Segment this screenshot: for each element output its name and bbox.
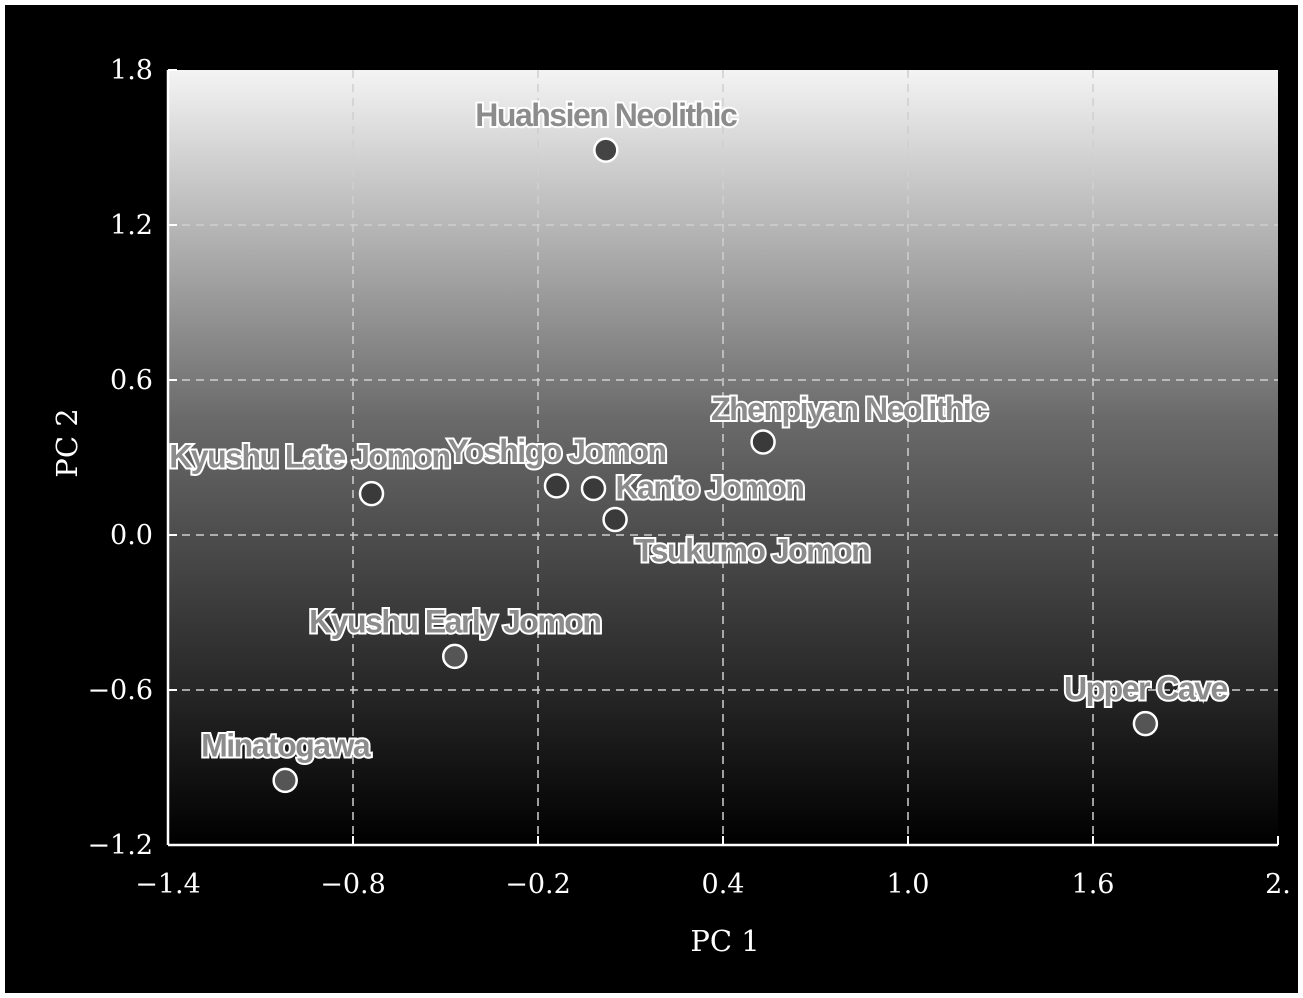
y-axis-title: PC 2: [50, 408, 84, 477]
x-tick-label: 1.6: [1072, 869, 1115, 900]
chart-frame: −1.4 −0.8 −0.2 0.4 1.0 1.6 2. −1.2 −0.6 0.0 0.6 1.2…: [5, 5, 1298, 993]
x-axis-title: PC 1: [690, 924, 759, 958]
data-point: [272, 767, 298, 794]
data-point: [543, 473, 570, 499]
x-tick-label: −0.2: [505, 869, 571, 900]
scatter-chart: −1.4 −0.8 −0.2 0.4 1.0 1.6 2. −1.2 −0.6 0.0 0.6 1.2…: [50, 55, 1291, 958]
x-tick-label: −1.4: [135, 869, 201, 900]
point-label: Kyushu Late Jomon: [169, 439, 449, 475]
data-points: [272, 137, 1159, 794]
x-tick-label: 0.4: [702, 869, 745, 900]
grid: [168, 70, 1278, 845]
y-tick-label: 1.8: [110, 55, 153, 86]
y-tick-label: 0.6: [110, 365, 153, 396]
point-label: Upper Cave: [1064, 671, 1228, 707]
x-tick-label: 1.0: [887, 869, 930, 900]
point-label: Zhenpiyan Neolithic: [711, 391, 987, 427]
point-label: Tsukumo Jomon: [635, 533, 869, 569]
x-tick-label: −0.8: [320, 869, 386, 900]
data-point: [442, 643, 468, 670]
axes: −1.4 −0.8 −0.2 0.4 1.0 1.6 2. −1.2 −0.6 0.0 0.6 1.2…: [87, 55, 1290, 900]
x-tick-label: 2.: [1265, 869, 1291, 900]
y-tick-label: −1.2: [87, 830, 153, 861]
y-tick-label: −0.6: [87, 675, 153, 706]
data-point: [580, 475, 607, 502]
data-point: [602, 506, 628, 533]
y-tick-label: 0.0: [110, 520, 153, 551]
data-point: [358, 480, 385, 507]
point-label: Kyushu Early Jomon: [309, 603, 600, 639]
data-point: [593, 137, 619, 163]
point-label: Minatogawa: [201, 727, 371, 763]
point-labels: Huahsien Neolithic Zhenpiyan Neolithic Yos…: [167, 95, 1231, 765]
point-label: Yoshigo Jomon: [447, 433, 665, 469]
point-label: Kanto Jomon: [616, 470, 804, 506]
point-label: Huahsien Neolithic: [475, 97, 737, 133]
data-point: [1132, 710, 1159, 737]
data-point: [750, 429, 776, 455]
y-tick-label: 1.2: [110, 210, 153, 241]
